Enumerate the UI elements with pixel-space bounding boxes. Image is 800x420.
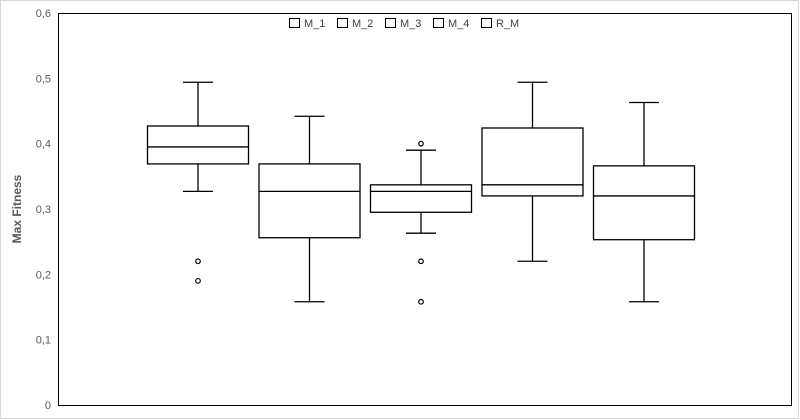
outlier-point — [195, 277, 201, 284]
legend-swatch — [433, 18, 444, 28]
legend: M_1 M_2 M_3 M_4 R_M — [289, 18, 519, 30]
box-body — [369, 184, 473, 213]
outlier-point — [195, 258, 201, 265]
box-m-2 — [258, 115, 361, 303]
legend-label: M_3 — [400, 18, 421, 30]
box-body — [592, 165, 696, 241]
y-tick-label: 0 — [45, 400, 51, 412]
legend-item: M_4 — [433, 18, 469, 30]
legend-item: M_2 — [337, 18, 373, 30]
box-m-3 — [369, 140, 473, 305]
box-body — [258, 163, 361, 239]
legend-swatch — [481, 18, 492, 28]
outlier-point — [418, 258, 424, 265]
box-m-1 — [146, 81, 250, 284]
box-body — [146, 125, 250, 165]
plot-area-frame — [58, 13, 792, 406]
y-axis-ticks: 0 0,1 0,2 0,3 0,4 0,5 0,6 — [36, 8, 51, 412]
legend-swatch — [289, 18, 300, 28]
legend-label: M_4 — [448, 18, 469, 30]
outlier-point — [418, 298, 424, 305]
y-tick-label: 0,1 — [36, 335, 51, 347]
y-tick-label: 0,3 — [36, 204, 51, 216]
legend-label: R_M — [496, 18, 519, 30]
outlier-point — [418, 140, 424, 147]
legend-item: R_M — [481, 18, 519, 30]
legend-label: M_2 — [352, 18, 373, 30]
y-tick-label: 0,6 — [36, 8, 51, 20]
y-tick-label: 0,2 — [36, 269, 51, 281]
legend-label: M_1 — [304, 18, 325, 30]
y-tick-label: 0,4 — [36, 139, 51, 151]
y-tick-label: 0,5 — [36, 73, 51, 85]
box-body — [481, 127, 584, 197]
y-axis-title: Max Fitness — [10, 174, 24, 243]
box-series-group — [146, 81, 696, 305]
box-r-m — [592, 101, 696, 303]
legend-swatch — [385, 18, 396, 28]
legend-swatch — [337, 18, 348, 28]
box-m-4 — [481, 81, 584, 262]
legend-item: M_1 — [289, 18, 325, 30]
legend-item: M_3 — [385, 18, 421, 30]
